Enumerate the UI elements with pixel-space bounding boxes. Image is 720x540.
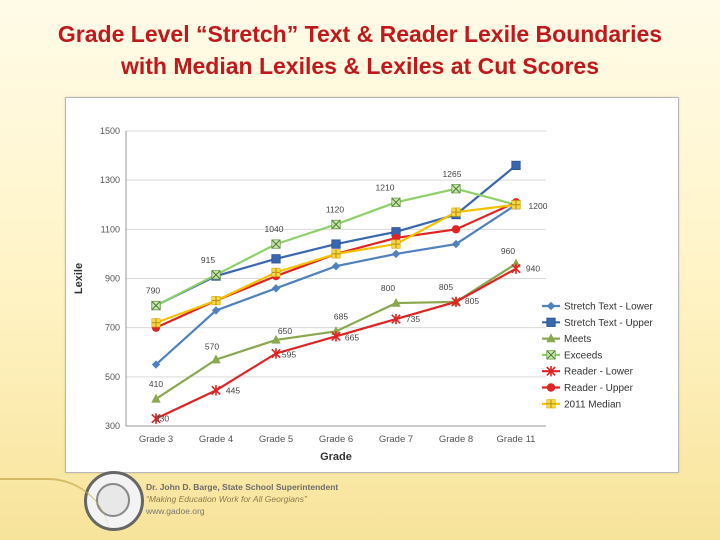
y-tick-label: 500 [105, 372, 120, 382]
data-label: 960 [501, 246, 515, 256]
data-label: 1120 [326, 204, 345, 214]
data-label: 330 [155, 414, 169, 424]
y-axis-title: Lexile [73, 263, 85, 294]
data-point-cross [511, 200, 521, 209]
decorative-swoosh [0, 478, 110, 540]
data-point-cross [391, 197, 401, 207]
y-tick-label: 1100 [101, 224, 120, 234]
chart-panel: 300 500 700 900 1100 1300 1500 Grade 3 Grade 4 Gr… [65, 97, 679, 473]
x-tick-label: Grade 6 [319, 434, 353, 445]
data-point [391, 249, 401, 259]
x-tick-label: Grade 4 [199, 434, 233, 445]
data-point-cross [211, 270, 221, 280]
data-label: 570 [205, 342, 219, 352]
slide-title: Grade Level “Stretch” Text & Reader Lexi… [0, 18, 720, 82]
data-point-cross [271, 239, 281, 249]
x-tick-label: Grade 7 [379, 434, 413, 445]
y-tick-label: 900 [105, 274, 120, 284]
data-point [271, 334, 281, 344]
data-point [546, 383, 556, 392]
line-chart: 300 500 700 900 1100 1300 1500 Grade 3 Grade 4 Gr… [73, 126, 653, 463]
data-point-cross [391, 239, 401, 249]
data-point [331, 262, 341, 271]
data-point [546, 333, 556, 343]
footer-superintendent: Dr. John D. Barge, State School Superint… [146, 482, 339, 492]
data-point [151, 393, 161, 403]
data-point [271, 284, 281, 293]
data-label: 805 [465, 296, 479, 306]
data-label: 790 [146, 286, 160, 296]
data-point [211, 385, 221, 396]
legend-label: Reader - Upper [564, 383, 634, 394]
series-line [155, 164, 517, 307]
data-point [546, 317, 556, 327]
x-axis-title: Grade [320, 451, 352, 463]
legend-label: Meets [564, 334, 591, 345]
data-point-cross [151, 300, 161, 311]
data-point-cross [151, 318, 161, 327]
data-point-cross [546, 399, 556, 408]
data-label: 650 [278, 326, 292, 336]
data-label: 1040 [265, 224, 284, 234]
legend-label: Stretch Text - Upper [564, 318, 653, 329]
data-label: 735 [406, 314, 420, 324]
data-point [211, 354, 221, 364]
data-label: 665 [345, 332, 359, 342]
data-label: 1265 [443, 169, 462, 179]
legend-label: 2011 Median [564, 399, 621, 410]
y-tick-label: 300 [105, 421, 120, 431]
data-point [331, 331, 341, 342]
y-tick-label: 1300 [100, 175, 120, 185]
y-tick-label: 700 [105, 323, 120, 333]
data-point [391, 297, 401, 307]
data-point [331, 239, 341, 249]
data-label: 940 [526, 264, 540, 274]
footer: Dr. John D. Barge, State School Superint… [84, 471, 484, 533]
data-point [546, 301, 556, 311]
legend-label: Exceeds [564, 350, 602, 361]
data-label: 1210 [376, 182, 395, 192]
data-label: 595 [282, 349, 296, 359]
x-tick-label: Grade 3 [139, 434, 173, 445]
x-tick-label: Grade 11 [497, 434, 536, 445]
data-point-cross [451, 207, 461, 217]
y-tick-label: 1500 [100, 126, 120, 136]
data-point [211, 306, 221, 315]
data-label: 915 [201, 255, 215, 265]
data-label: 1200 [529, 201, 548, 211]
data-point [451, 225, 461, 234]
data-point [511, 160, 521, 171]
data-point-cross [271, 268, 281, 277]
x-tick-label: Grade 5 [259, 434, 293, 445]
title-line-2: with Median Lexiles & Lexiles at Cut Sco… [120, 53, 600, 79]
data-point-cross [546, 350, 556, 360]
legend-label: Reader - Lower [564, 367, 634, 378]
data-point [271, 348, 281, 359]
footer-website: www.gadoe.org [146, 506, 205, 516]
data-point [391, 313, 401, 325]
data-point [451, 296, 461, 308]
data-label: 805 [439, 282, 453, 292]
data-point-cross [451, 184, 461, 194]
data-point-cross [331, 219, 341, 229]
data-label: 685 [334, 311, 348, 321]
data-label: 410 [149, 379, 163, 389]
data-label: 800 [381, 283, 395, 293]
footer-motto: “Making Education Work for All Georgians… [146, 494, 307, 504]
data-point-cross [211, 296, 221, 305]
x-tick-label: Grade 8 [439, 434, 473, 445]
title-line-1: Grade Level “Stretch” Text & Reader Lexi… [57, 21, 663, 47]
data-point [546, 366, 556, 377]
data-label: 445 [226, 385, 240, 395]
data-point [511, 263, 521, 274]
data-point [271, 254, 281, 264]
data-point [451, 239, 461, 249]
legend-label: Stretch Text - Lower [564, 302, 653, 313]
data-point [151, 413, 161, 424]
data-point-cross [331, 249, 341, 259]
